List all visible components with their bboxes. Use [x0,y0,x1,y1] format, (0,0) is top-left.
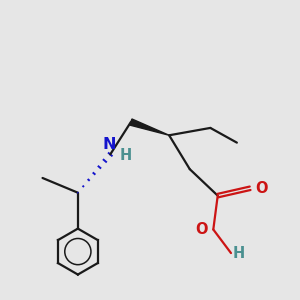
Text: O: O [196,222,208,237]
Text: O: O [255,181,268,196]
Polygon shape [130,119,169,135]
Text: H: H [119,148,132,164]
Text: N: N [102,137,116,152]
Text: H: H [232,246,245,261]
